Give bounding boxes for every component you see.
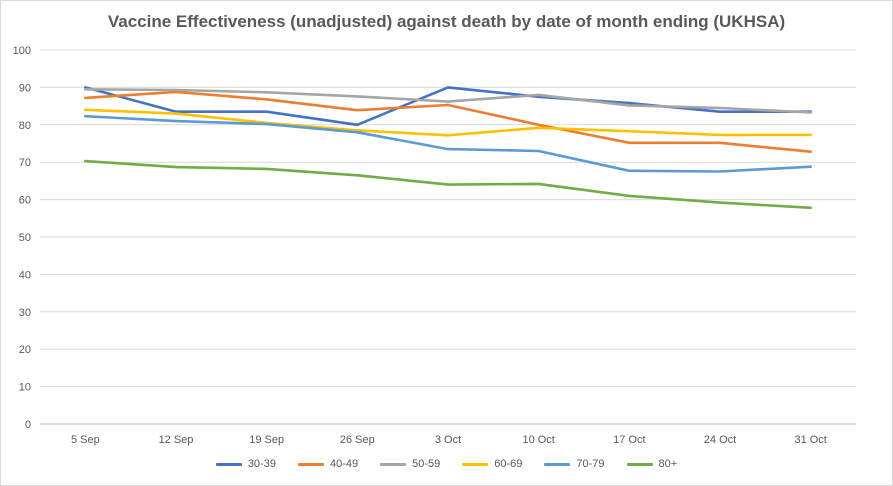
series-point-50-59-5 <box>537 93 540 97</box>
series-point-70-79-2 <box>265 122 268 126</box>
series-point-30-39-6 <box>628 101 631 105</box>
series-point-60-69-8 <box>809 133 812 137</box>
series-point-70-79-8 <box>809 165 812 168</box>
legend-label: 40-49 <box>329 458 359 470</box>
legend-item-30-39: 30-39 <box>215 458 276 470</box>
legend-label: 60-69 <box>494 458 523 470</box>
series-point-80+-5 <box>537 182 540 186</box>
series-point-80+-2 <box>265 167 268 171</box>
x-tick-label-4: 3 Oct <box>435 434 461 446</box>
series-point-70-79-6 <box>628 169 631 173</box>
series-point-80+-6 <box>628 194 631 198</box>
legend-label: 50-59 <box>412 458 441 470</box>
series-point-50-59-6 <box>628 104 631 107</box>
series-point-50-59-3 <box>356 95 359 98</box>
x-tick-label-1: 12 Sep <box>159 434 194 446</box>
legend-item-60-69: 60-69 <box>462 458 522 470</box>
legend-swatch <box>297 462 324 466</box>
series-point-80+-1 <box>174 165 178 169</box>
series-point-70-79-5 <box>537 149 540 153</box>
series-point-40-49-8 <box>809 150 812 153</box>
series-point-50-59-0 <box>84 88 87 91</box>
series-point-60-69-0 <box>84 108 87 112</box>
y-tick-label-0: 0 <box>25 419 31 431</box>
series-point-60-69-6 <box>628 129 631 133</box>
legend-swatch <box>544 462 571 466</box>
series-point-70-79-0 <box>84 114 87 118</box>
legend-item-40-49: 40-49 <box>297 458 359 470</box>
series-point-30-39-2 <box>265 110 268 113</box>
legend-swatch <box>380 462 407 466</box>
series-point-70-79-7 <box>718 170 722 173</box>
y-tick-label-60: 60 <box>19 195 31 207</box>
series-point-50-59-4 <box>446 100 450 103</box>
x-tick-label-3: 26 Sep <box>340 434 375 446</box>
y-tick-label-30: 30 <box>19 307 31 319</box>
series-point-40-49-7 <box>718 141 722 144</box>
legend-item-50-59: 50-59 <box>380 458 440 470</box>
y-tick-label-10: 10 <box>19 382 31 394</box>
series-point-30-39-0 <box>84 86 87 89</box>
series-point-50-59-1 <box>174 88 178 92</box>
series-point-50-59-2 <box>265 91 268 94</box>
series-point-50-59-7 <box>718 106 722 110</box>
series-point-80+-4 <box>446 183 450 186</box>
legend-item-70-79: 70-79 <box>544 458 605 470</box>
x-tick-label-0: 5 Sep <box>71 434 100 446</box>
y-tick-label-70: 70 <box>19 157 31 169</box>
series-point-60-69-5 <box>537 126 540 129</box>
series-point-40-49-3 <box>356 109 359 112</box>
x-tick-label-8: 31 Oct <box>794 434 826 446</box>
series-point-60-69-7 <box>718 133 722 137</box>
series-point-80+-3 <box>356 174 359 177</box>
series-point-60-69-4 <box>446 134 450 137</box>
y-tick-label-20: 20 <box>19 344 31 356</box>
y-tick-label-40: 40 <box>19 269 31 281</box>
series-point-80+-8 <box>809 206 812 210</box>
legend-item-80+: 80+ <box>626 458 678 470</box>
series-point-30-39-3 <box>356 123 359 127</box>
series-point-40-49-0 <box>84 96 87 100</box>
chart-title: Vaccine Effectiveness (unadjusted) again… <box>107 12 786 31</box>
series-point-40-49-2 <box>265 98 268 101</box>
legend-label: 70-79 <box>576 458 605 470</box>
series-point-30-39-7 <box>718 110 722 113</box>
series-point-40-49-5 <box>537 123 540 127</box>
series-point-70-79-3 <box>356 131 359 134</box>
series-point-80+-7 <box>718 201 722 204</box>
legend-label: 30-39 <box>247 458 276 470</box>
series-point-40-49-4 <box>446 103 450 107</box>
legend-label: 80+ <box>658 458 678 470</box>
chart-legend: 30-39 40-49 50-59 60-69 70-79 80+ <box>0 458 893 470</box>
legend-swatch <box>462 462 489 466</box>
series-point-40-49-6 <box>628 141 631 144</box>
y-tick-label-80: 80 <box>19 120 31 132</box>
series-point-70-79-1 <box>174 119 178 123</box>
series-point-60-69-1 <box>174 112 178 115</box>
legend-swatch <box>215 462 242 466</box>
x-tick-label-5: 10 Oct <box>522 434 554 446</box>
series-point-80+-0 <box>84 159 87 163</box>
y-tick-label-100: 100 <box>13 45 31 57</box>
legend-swatch <box>626 462 653 466</box>
y-tick-label-90: 90 <box>19 82 31 94</box>
x-tick-label-7: 24 Oct <box>704 434 736 446</box>
series-point-30-39-4 <box>446 86 450 89</box>
x-tick-label-6: 17 Oct <box>613 434 645 446</box>
series-point-70-79-4 <box>446 147 450 151</box>
y-tick-label-50: 50 <box>19 232 31 244</box>
x-tick-label-2: 19 Sep <box>249 434 284 446</box>
series-point-50-59-8 <box>809 111 812 114</box>
